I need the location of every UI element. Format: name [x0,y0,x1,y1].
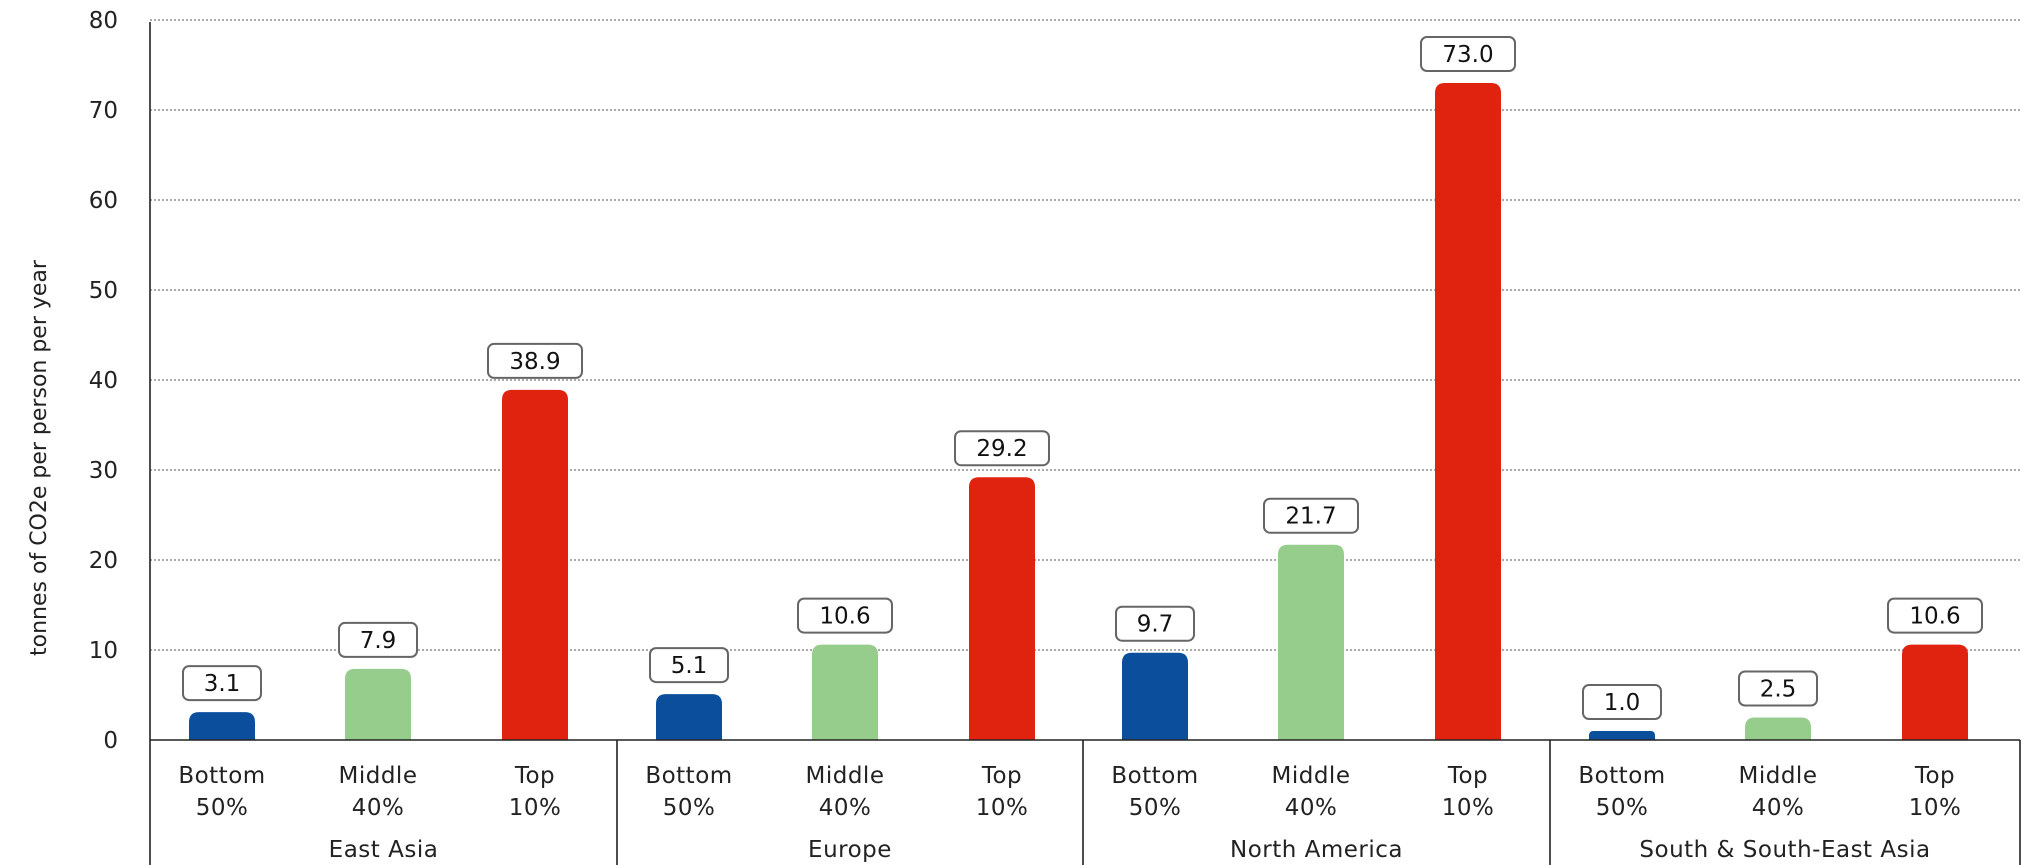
data-label-box [649,647,729,684]
x-category-label: Top [1914,763,1955,789]
y-tick-label: 40 [89,368,118,394]
data-label-box [182,665,262,702]
y-axis-ticks: 0 10 20 30 40 50 60 70 80 [89,8,118,754]
data-label: 73.0 [1420,36,1516,72]
y-tick-label: 60 [89,188,118,214]
x-category-label: Bottom [1578,763,1665,789]
x-category-label: 50% [1129,795,1182,821]
bar [345,668,411,740]
data-label-box [1887,597,1983,634]
x-category-label: 10% [509,795,562,821]
x-category-label: 40% [352,795,405,821]
data-label-text: 29.2 [976,436,1027,462]
y-tick-label: 0 [103,728,118,754]
data-label: 7.9 [338,621,418,658]
x-category-label: 50% [196,795,249,821]
data-label-text: 1.0 [1604,690,1641,716]
y-tick-label: 70 [89,98,118,124]
x-category-label: Bottom [645,763,732,789]
x-category-label: 10% [1909,795,1962,821]
x-category-label: Top [514,763,555,789]
x-category-label: 40% [1752,795,1805,821]
bar [502,389,568,740]
x-category-label: 40% [1285,795,1338,821]
x-category-label: 50% [1596,795,1649,821]
data-label-text: 9.7 [1137,612,1174,638]
y-tick-label: 20 [89,548,118,574]
data-label-text: 73.0 [1442,42,1493,68]
data-label-text: 21.7 [1285,504,1336,530]
x-category-label: Bottom [178,763,265,789]
data-label-text: 5.1 [671,653,708,679]
data-labels: 3.1 7.9 38.9 5.1 10.6 29.2 9.7 21.7 73.0 1.0 2.5 10… [182,36,1983,720]
bar [1589,731,1655,740]
data-label-box [797,597,893,634]
bar [189,712,255,740]
x-category-label: Middle [1272,763,1351,789]
bar [1435,83,1501,740]
data-label: 9.7 [1115,605,1195,642]
data-label-box [1115,605,1195,642]
data-label: 3.1 [182,665,262,702]
y-axis-label: tonnes of CO2e per person per year [27,259,52,656]
data-label: 2.5 [1738,670,1818,707]
y-tick-label: 50 [89,278,118,304]
data-label: 10.6 [1887,597,1983,634]
x-category-label: 40% [819,795,872,821]
data-label-text: 2.5 [1760,677,1797,703]
y-tick-label: 10 [89,638,118,664]
data-label-text: 7.9 [360,628,397,654]
data-label-box [954,430,1050,467]
bars [189,83,1968,740]
gridlines [150,19,2020,651]
x-category-label: Middle [1739,763,1818,789]
x-group-label: North America [1230,837,1403,863]
data-label-box [1263,497,1359,534]
data-label: 38.9 [487,342,583,379]
data-label: 29.2 [954,430,1050,467]
x-category-label: 50% [663,795,716,821]
bar [656,694,722,740]
data-label-text: 10.6 [819,604,870,630]
data-label-text: 10.6 [1909,604,1960,630]
x-category-label: Top [981,763,1022,789]
x-group-label: South & South-East Asia [1639,837,1930,863]
bar [1278,544,1344,740]
data-label: 10.6 [797,597,893,634]
x-group-label: Europe [808,837,892,863]
data-label: 1.0 [1582,684,1662,720]
x-category-label: Middle [339,763,418,789]
data-label-text: 38.9 [509,349,560,375]
data-label-text: 3.1 [204,671,241,697]
bar [969,477,1035,740]
data-label-box [338,621,418,658]
bar [1902,644,1968,740]
data-label: 21.7 [1263,497,1359,534]
data-label-box [1420,36,1516,72]
bar [812,644,878,740]
x-category-label: 10% [1442,795,1495,821]
x-group-label: East Asia [329,837,439,863]
data-label-box [1582,684,1662,720]
axes [149,22,2021,865]
bar [1122,652,1188,740]
data-label-box [487,342,583,379]
data-label-box [1738,670,1818,707]
bar [1745,717,1811,740]
x-axis-category-labels: Bottom 50% Middle 40% Top 10% East Asia Bottom 5… [178,763,1961,863]
y-tick-label: 30 [89,458,118,484]
x-category-label: Bottom [1111,763,1198,789]
x-category-label: 10% [976,795,1029,821]
x-category-label: Middle [806,763,885,789]
y-tick-label: 80 [89,8,118,34]
data-label: 5.1 [649,647,729,684]
x-category-label: Top [1447,763,1488,789]
